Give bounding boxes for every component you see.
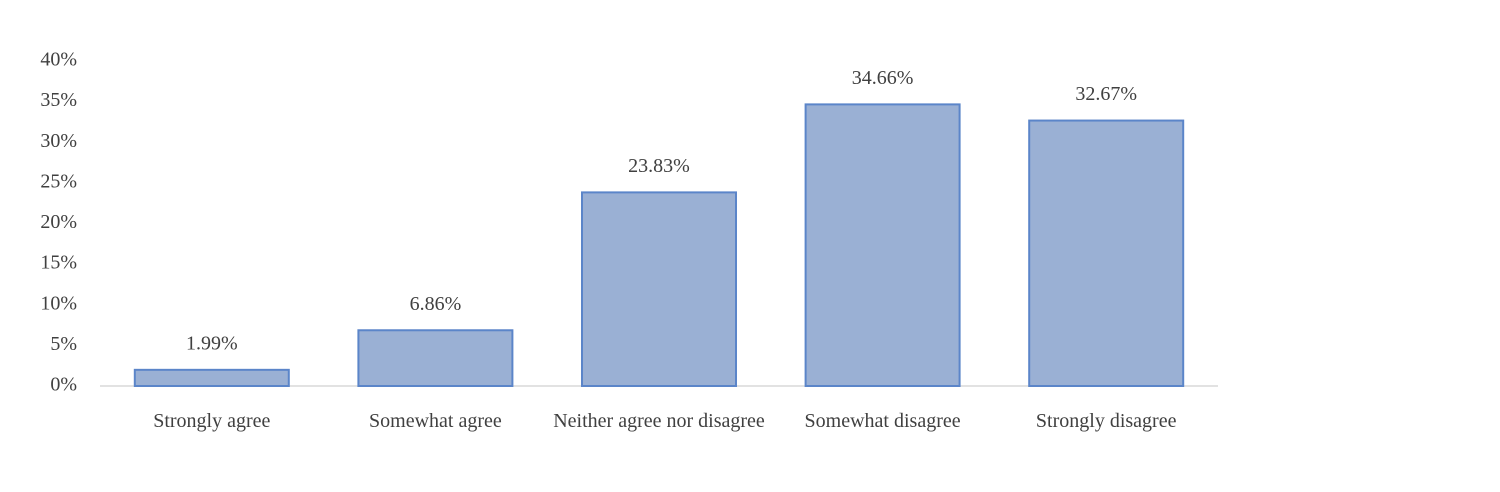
bar: [804, 103, 961, 387]
x-tick-label: Strongly disagree: [1036, 410, 1177, 432]
y-tick-label: 15%: [40, 252, 77, 274]
y-tick-label: 25%: [40, 170, 77, 192]
x-tick-label: Neither agree nor disagree: [553, 410, 765, 432]
x-tick-label: Somewhat agree: [369, 410, 502, 432]
x-tick-label: Somewhat disagree: [805, 410, 961, 432]
bar: [133, 368, 290, 387]
y-tick-label: 5%: [50, 333, 77, 355]
y-tick-label: 0%: [50, 374, 77, 396]
bar: [357, 329, 514, 388]
bar: [581, 191, 737, 387]
data-label: 32.67%: [1075, 83, 1137, 105]
data-label: 34.66%: [852, 67, 914, 89]
y-tick-label: 20%: [40, 211, 77, 233]
bar: [1028, 119, 1185, 388]
x-tick-label: Strongly agree: [153, 410, 270, 432]
y-tick-label: 30%: [40, 130, 77, 152]
data-label: 6.86%: [410, 293, 462, 315]
data-label: 1.99%: [186, 332, 238, 354]
data-label: 23.83%: [628, 155, 690, 177]
y-tick-label: 35%: [40, 89, 77, 111]
y-tick-label: 40%: [40, 49, 77, 71]
y-tick-label: 10%: [40, 292, 77, 314]
